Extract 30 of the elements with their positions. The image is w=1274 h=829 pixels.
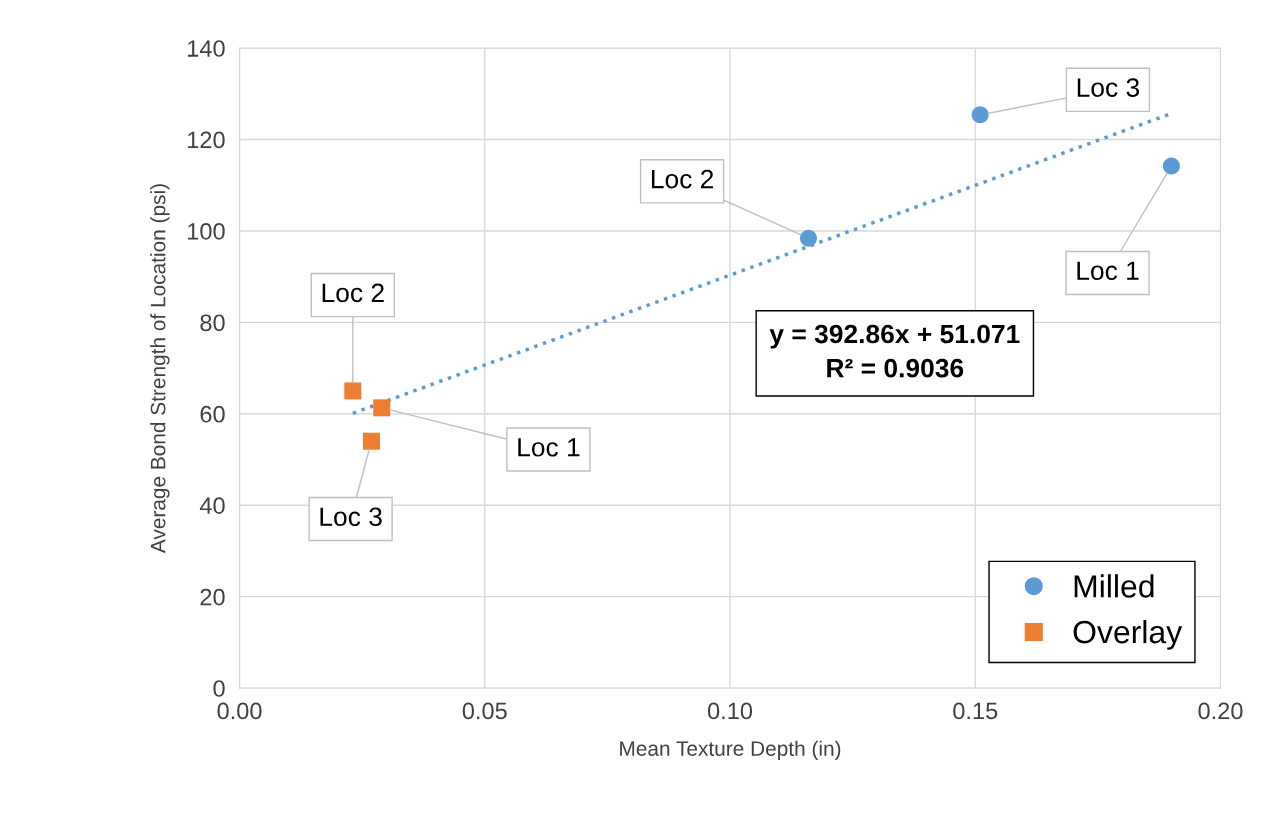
point [344, 382, 362, 400]
point [373, 399, 391, 417]
annotation: Loc 1 [518, 438, 580, 457]
y-tick-label: 60 [200, 405, 225, 423]
annotation: Loc 1 [1077, 261, 1139, 281]
x-tick-label: 0.05 [462, 702, 507, 720]
point [1162, 157, 1180, 175]
annotation: y = 392.86x + 51.071 R² = 0.9036 [769, 324, 1020, 378]
y-axis-title: Average Bond Strength of Location (psi) [150, 184, 170, 554]
point [362, 432, 380, 450]
annotation: Loc 2 [651, 169, 714, 189]
x-axis-title: Mean Texture Depth (in) [620, 740, 841, 761]
y-tick-label: 140 [188, 40, 225, 57]
annotation: Loc 3 [320, 507, 382, 527]
annotation: Loc 2 [322, 283, 384, 303]
x-tick-label: 0.15 [953, 702, 998, 720]
x-tick-label: 0.00 [217, 702, 262, 720]
legend-label: Milled [1074, 574, 1154, 598]
legend-label: Overlay [1073, 619, 1183, 650]
y-tick-label: 120 [188, 131, 225, 149]
point [971, 106, 989, 124]
annotation: Loc 3 [1077, 78, 1140, 97]
x-tick-label: 0.10 [707, 702, 753, 720]
y-tick-label: 100 [188, 223, 225, 240]
x-tick-label: 0.20 [1198, 702, 1243, 720]
y-tick-label: 0 [213, 680, 225, 697]
point [799, 229, 817, 247]
y-tick-label: 80 [200, 314, 225, 332]
y-tick-label: 40 [199, 497, 225, 514]
y-tick-label: 20 [200, 588, 225, 606]
